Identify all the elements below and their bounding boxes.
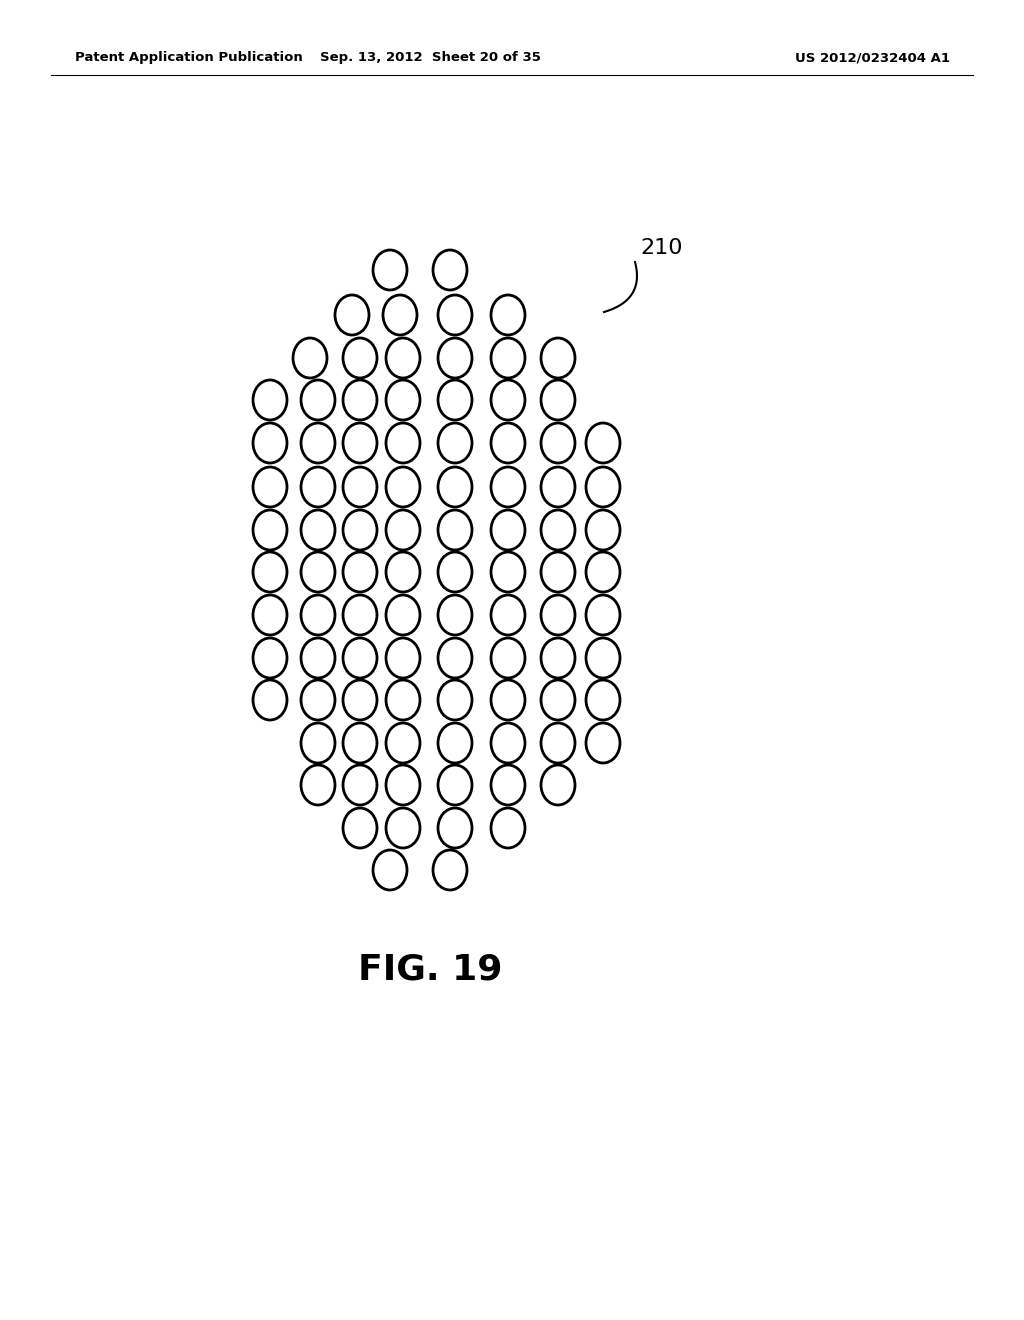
Text: 210: 210: [640, 238, 683, 257]
Text: FIG. 19: FIG. 19: [357, 953, 502, 987]
Text: Patent Application Publication: Patent Application Publication: [75, 51, 303, 65]
Text: Sep. 13, 2012  Sheet 20 of 35: Sep. 13, 2012 Sheet 20 of 35: [319, 51, 541, 65]
Text: US 2012/0232404 A1: US 2012/0232404 A1: [795, 51, 950, 65]
